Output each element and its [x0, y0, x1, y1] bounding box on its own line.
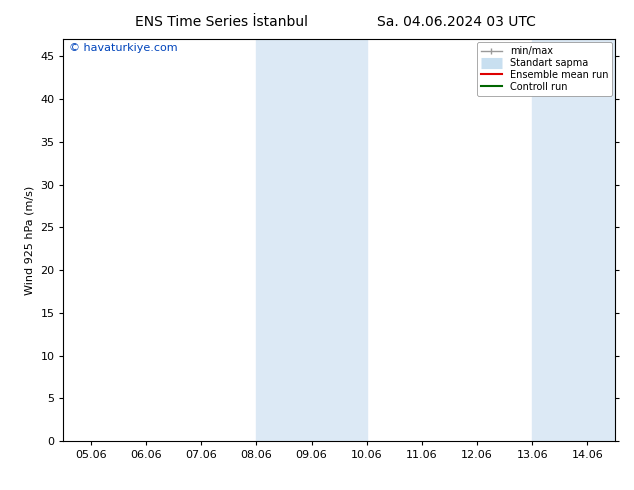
Bar [256, 39, 312, 441]
Bar [312, 39, 367, 441]
Bar [533, 39, 588, 441]
Text: ENS Time Series İstanbul: ENS Time Series İstanbul [136, 15, 308, 29]
Y-axis label: Wind 925 hPa (m/s): Wind 925 hPa (m/s) [25, 186, 35, 294]
Text: © havaturkiye.com: © havaturkiye.com [69, 43, 178, 53]
Bar [588, 39, 634, 441]
Legend: min/max, Standart sapma, Ensemble mean run, Controll run: min/max, Standart sapma, Ensemble mean r… [477, 42, 612, 96]
Text: Sa. 04.06.2024 03 UTC: Sa. 04.06.2024 03 UTC [377, 15, 536, 29]
